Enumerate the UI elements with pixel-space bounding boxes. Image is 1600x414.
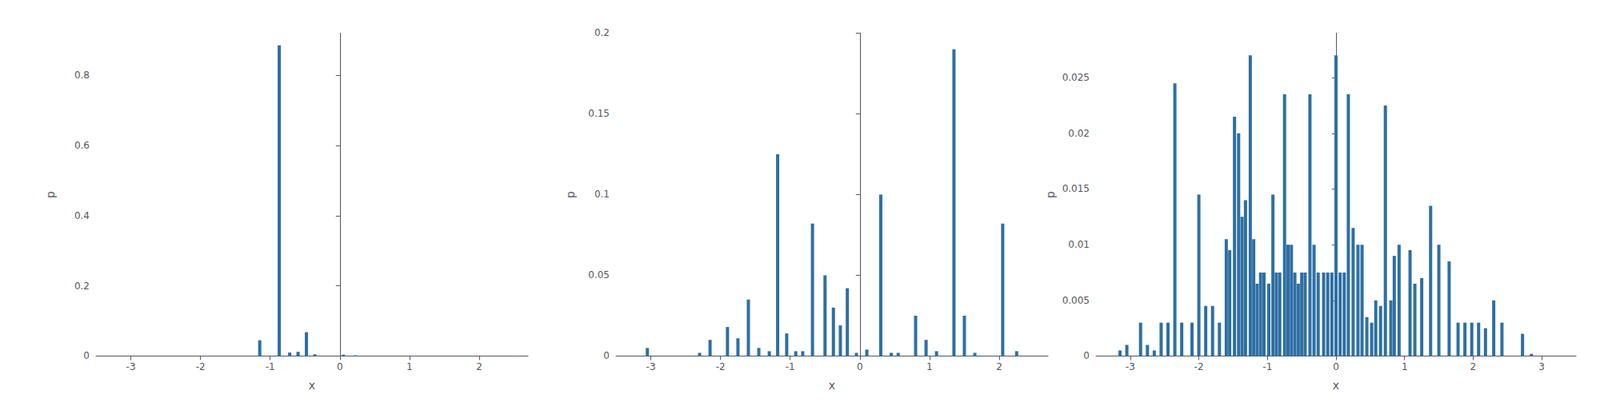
svg-text:0: 0 [83, 350, 90, 362]
svg-text:-2: -2 [196, 361, 206, 373]
svg-text:x: x [828, 379, 836, 392]
svg-text:2: 2 [476, 361, 483, 373]
svg-text:0.05: 0.05 [588, 269, 610, 281]
svg-text:2: 2 [996, 361, 1003, 373]
svg-text:0.2: 0.2 [594, 27, 610, 39]
svg-text:p: p [1044, 191, 1057, 199]
svg-text:0.8: 0.8 [74, 69, 90, 81]
svg-text:p: p [564, 191, 577, 199]
svg-text:0.01: 0.01 [1068, 239, 1090, 251]
svg-text:3: 3 [1538, 361, 1545, 373]
svg-text:x: x [308, 379, 316, 392]
svg-text:1: 1 [1401, 361, 1408, 373]
svg-text:0: 0 [603, 350, 610, 362]
svg-text:1: 1 [926, 361, 933, 373]
svg-text:0.15: 0.15 [588, 108, 610, 120]
svg-text:0.6: 0.6 [74, 140, 90, 152]
svg-text:-3: -3 [646, 361, 656, 373]
svg-text:0.02: 0.02 [1068, 128, 1090, 140]
svg-text:p: p [44, 191, 57, 199]
svg-text:0: 0 [1083, 350, 1090, 362]
svg-text:-2: -2 [716, 361, 726, 373]
svg-text:-3: -3 [126, 361, 136, 373]
svg-text:0.1: 0.1 [594, 188, 610, 200]
svg-text:1: 1 [406, 361, 413, 373]
svg-text:-1: -1 [265, 361, 276, 373]
svg-text:x: x [1332, 379, 1340, 392]
svg-text:0: 0 [336, 361, 344, 373]
svg-text:0: 0 [1332, 361, 1340, 373]
svg-text:0.005: 0.005 [1062, 295, 1090, 307]
svg-text:-1: -1 [1262, 361, 1272, 373]
svg-text:0.2: 0.2 [74, 280, 90, 292]
svg-text:0.015: 0.015 [1062, 183, 1090, 195]
svg-text:0: 0 [856, 361, 864, 373]
svg-text:0.4: 0.4 [74, 210, 90, 222]
svg-text:-2: -2 [1194, 361, 1204, 373]
svg-text:-1: -1 [785, 361, 796, 373]
svg-text:-3: -3 [1125, 361, 1136, 373]
svg-text:2: 2 [1470, 361, 1477, 373]
svg-text:0.025: 0.025 [1062, 72, 1090, 84]
